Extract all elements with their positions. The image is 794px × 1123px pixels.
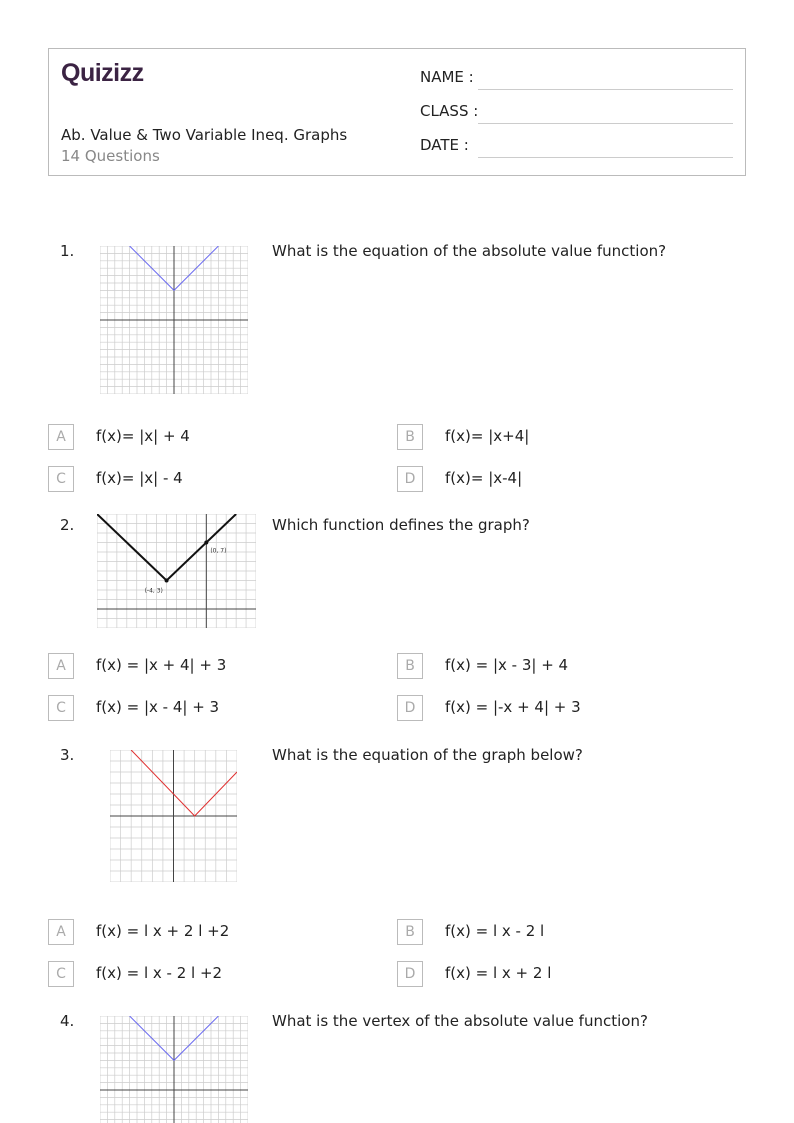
option-a-text[interactable]: f(x) = |x + 4| + 3 — [96, 656, 227, 674]
option-a-text[interactable]: f(x)= |x| + 4 — [96, 427, 190, 445]
option-d-text[interactable]: f(x) = |-x + 4| + 3 — [445, 698, 581, 716]
option-c-text[interactable]: f(x)= |x| - 4 — [96, 469, 183, 487]
option-b-text[interactable]: f(x) = |x - 3| + 4 — [445, 656, 569, 674]
question-number: 4. — [60, 1012, 75, 1030]
option-b-text[interactable]: f(x) = l x - 2 l — [445, 922, 545, 940]
class-line[interactable] — [478, 123, 733, 124]
option-b-box[interactable]: B — [397, 424, 423, 450]
date-label: DATE : — [420, 136, 469, 154]
question-text: What is the equation of the graph below? — [272, 746, 583, 764]
option-c-box[interactable]: C — [48, 695, 74, 721]
option-d-box[interactable]: D — [397, 466, 423, 492]
absolute-value-graph: (-4, 3) (0, 7) — [97, 514, 256, 628]
question-text: What is the equation of the absolute val… — [272, 242, 667, 260]
function-line — [129, 246, 219, 292]
option-a-box[interactable]: A — [48, 919, 74, 945]
option-a-text[interactable]: f(x) = l x + 2 l +2 — [96, 922, 230, 940]
option-b-box[interactable]: B — [397, 653, 423, 679]
option-c-box[interactable]: C — [48, 466, 74, 492]
question-count: 14 Questions — [61, 147, 160, 165]
question-number: 2. — [60, 516, 75, 534]
worksheet-title: Ab. Value & Two Variable Ineq. Graphs — [61, 126, 348, 144]
absolute-value-graph — [100, 1016, 248, 1123]
option-c-text[interactable]: f(x) = l x - 2 l +2 — [96, 964, 223, 982]
option-c-text[interactable]: f(x) = |x - 4| + 3 — [96, 698, 220, 716]
option-c-box[interactable]: C — [48, 961, 74, 987]
date-line[interactable] — [478, 157, 733, 158]
question-number: 3. — [60, 746, 75, 764]
function-line — [130, 750, 237, 817]
absolute-value-graph — [100, 246, 248, 394]
point-label: (0, 7) — [210, 548, 226, 555]
function-line — [129, 1016, 219, 1062]
option-d-box[interactable]: D — [397, 695, 423, 721]
class-label: CLASS : — [420, 102, 479, 120]
option-d-text[interactable]: f(x)= |x-4| — [445, 469, 523, 487]
option-d-box[interactable]: D — [397, 961, 423, 987]
option-d-text[interactable]: f(x) = l x + 2 l — [445, 964, 552, 982]
question-text: What is the vertex of the absolute value… — [272, 1012, 648, 1030]
quizizz-logo: Quizizz — [61, 59, 144, 87]
option-a-box[interactable]: A — [48, 653, 74, 679]
name-label: NAME : — [420, 68, 474, 86]
question-number: 1. — [60, 242, 75, 260]
vertex-label: (-4, 3) — [145, 588, 163, 595]
option-a-box[interactable]: A — [48, 424, 74, 450]
worksheet-header: Quizizz Ab. Value & Two Variable Ineq. G… — [48, 48, 746, 176]
absolute-value-graph — [110, 750, 237, 882]
question-text: Which function defines the graph? — [272, 516, 530, 534]
vertex-point — [164, 578, 169, 583]
point — [204, 540, 209, 545]
name-line[interactable] — [478, 89, 733, 90]
option-b-box[interactable]: B — [397, 919, 423, 945]
option-b-text[interactable]: f(x)= |x+4| — [445, 427, 530, 445]
